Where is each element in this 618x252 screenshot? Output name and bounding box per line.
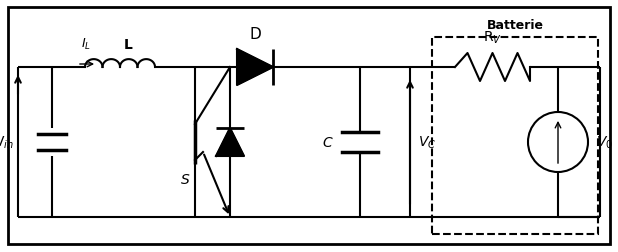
Text: $V_0$: $V_0$ [596, 134, 613, 151]
Polygon shape [237, 50, 273, 86]
Text: Batterie: Batterie [486, 19, 543, 32]
Text: $I_L$: $I_L$ [81, 37, 91, 52]
Text: L: L [124, 38, 132, 52]
Text: D: D [249, 27, 261, 42]
Text: C: C [322, 136, 332, 149]
Polygon shape [216, 129, 244, 156]
Text: $V_C$: $V_C$ [418, 134, 436, 151]
Text: R$_V$: R$_V$ [483, 29, 502, 46]
FancyBboxPatch shape [8, 8, 610, 244]
Text: S: S [181, 172, 190, 186]
Circle shape [528, 113, 588, 172]
Text: V$_{in}$: V$_{in}$ [0, 134, 14, 151]
